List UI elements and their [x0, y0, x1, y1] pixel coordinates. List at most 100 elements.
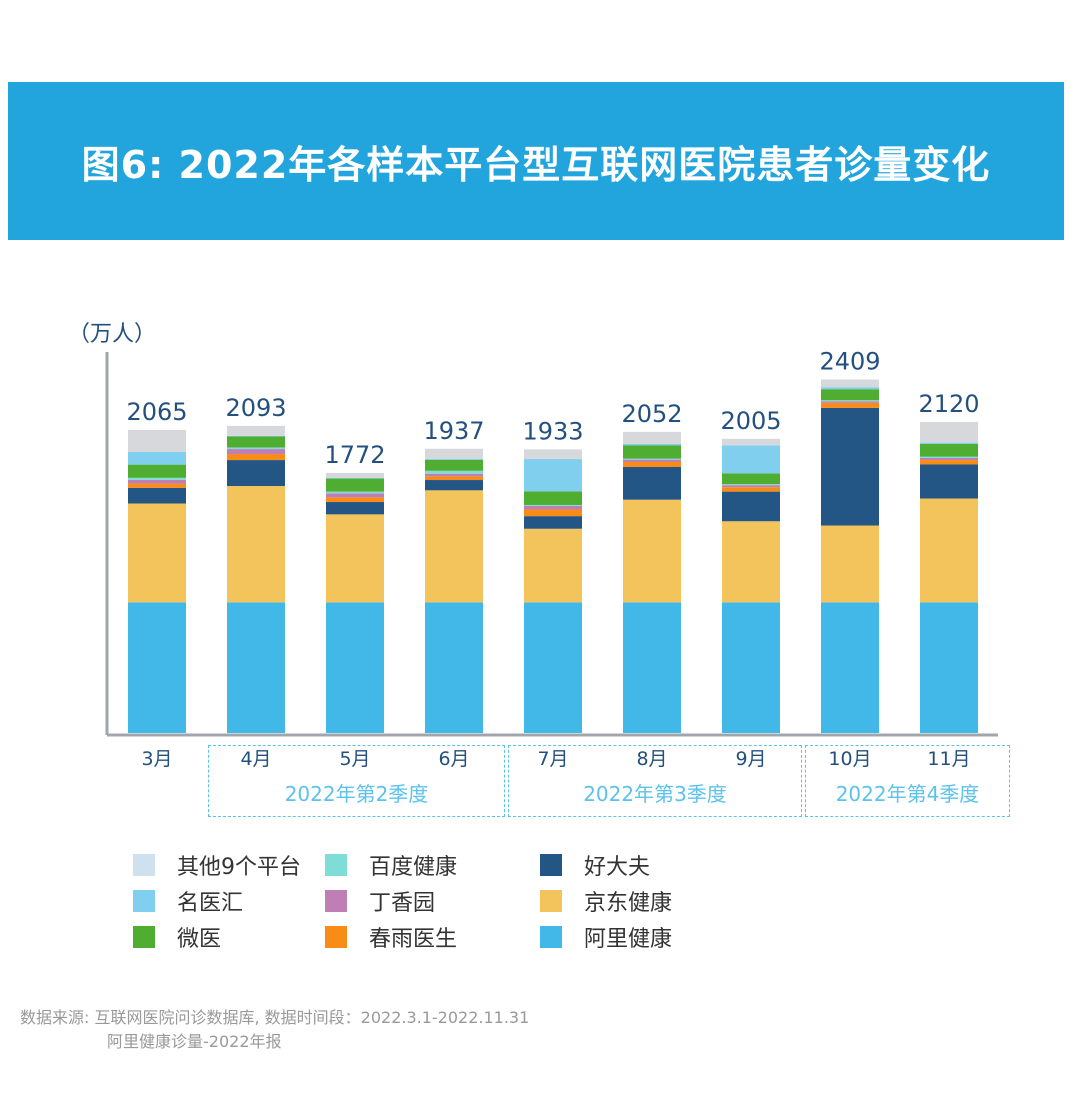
bar-segment-丁香园-10月 — [821, 401, 879, 403]
x-tick-label-10月: 10月 — [828, 748, 871, 770]
bar-segment-丁香园-11月 — [920, 458, 978, 461]
total-label-10月: 2409 — [819, 348, 880, 376]
bar-segment-其他9个平台-11月 — [920, 421, 978, 443]
legend-item: 丁香园 — [325, 885, 435, 917]
bar-segment-百度健康-9月 — [722, 484, 780, 486]
bar-segment-名医汇-4月 — [227, 435, 285, 437]
legend-item: 百度健康 — [325, 849, 457, 881]
bar-segment-其他9个平台-6月 — [425, 448, 483, 459]
bar-segment-阿里健康-4月 — [227, 602, 285, 733]
bar-segment-阿里健康-8月 — [623, 602, 681, 733]
legend-item: 春雨医生 — [325, 921, 457, 953]
bar-segment-春雨医生-8月 — [623, 461, 681, 467]
legend-label: 好大夫 — [584, 855, 651, 880]
bar-segment-其他9个平台-10月 — [821, 379, 879, 388]
bar-segment-好大夫-7月 — [524, 516, 582, 529]
bar-segment-其他9个平台-3月 — [128, 429, 186, 453]
x-tick-label-4月: 4月 — [240, 748, 271, 770]
legend-item: 其他9个平台 — [133, 849, 301, 881]
bar-segment-好大夫-10月 — [821, 407, 879, 526]
bar-segment-京东健康-7月 — [524, 528, 582, 603]
bar-segment-阿里健康-10月 — [821, 602, 879, 733]
bar-segment-百度健康-5月 — [326, 491, 384, 494]
legend-swatch — [540, 926, 562, 948]
legend-label: 京东健康 — [584, 891, 673, 916]
legend-label: 名医汇 — [177, 891, 244, 916]
bar-segment-好大夫-3月 — [128, 487, 186, 504]
bar-segment-丁香园-9月 — [722, 485, 780, 488]
total-label-5月: 1772 — [324, 441, 385, 469]
legend-swatch — [133, 926, 155, 948]
total-label-8月: 2052 — [621, 400, 682, 428]
legend-swatch — [540, 890, 562, 912]
total-label-7月: 1933 — [522, 417, 583, 445]
bar-segment-春雨医生-6月 — [425, 476, 483, 481]
bar-segment-百度健康-8月 — [623, 458, 681, 460]
bar-segment-阿里健康-5月 — [326, 602, 384, 733]
x-tick-label-3月: 3月 — [141, 748, 172, 770]
bar-segment-阿里健康-6月 — [425, 602, 483, 733]
bar-segment-百度健康-4月 — [227, 447, 285, 450]
bar-segment-名医汇-3月 — [128, 452, 186, 465]
bar-segment-好大夫-6月 — [425, 480, 483, 491]
legend-item: 好大夫 — [540, 849, 650, 881]
title-banner: 图6: 2022年各样本平台型互联网医院患者诊量变化 — [8, 82, 1064, 240]
bar-segment-春雨医生-3月 — [128, 483, 186, 488]
bar-segment-名医汇-7月 — [524, 459, 582, 492]
x-tick-label-7月: 7月 — [537, 748, 568, 770]
bar-segment-微医-5月 — [326, 478, 384, 492]
bar-segment-名医汇-10月 — [821, 387, 879, 390]
bar-segment-阿里健康-11月 — [920, 602, 978, 733]
bar-segment-京东健康-10月 — [821, 525, 879, 603]
bar-segment-其他9个平台-9月 — [722, 438, 780, 446]
quarter-4-box — [805, 745, 1010, 817]
bar-segment-阿里健康-7月 — [524, 602, 582, 733]
bar-segment-丁香园-8月 — [623, 459, 681, 462]
bar-segment-其他9个平台-5月 — [326, 472, 384, 478]
legend-swatch — [325, 926, 347, 948]
bar-segment-百度健康-7月 — [524, 504, 582, 507]
legend-swatch — [325, 890, 347, 912]
source-line-1: 数据来源: 互联网医院问诊数据库, 数据时间段：2022.3.1-2022.11… — [20, 1008, 530, 1027]
bar-segment-名医汇-8月 — [623, 443, 681, 446]
x-tick-label-5月: 5月 — [339, 748, 370, 770]
legend-item: 名医汇 — [133, 885, 243, 917]
source-line-2: 阿里健康诊量-2022年报 — [107, 1032, 282, 1051]
bar-segment-好大夫-9月 — [722, 491, 780, 522]
bar-segment-百度健康-10月 — [821, 400, 879, 402]
bar-segment-微医-10月 — [821, 389, 879, 401]
bar-segment-京东健康-4月 — [227, 486, 285, 603]
y-axis-unit-label: （万人） — [68, 322, 157, 347]
bar-segment-微医-6月 — [425, 459, 483, 471]
total-label-4月: 2093 — [225, 394, 286, 422]
bar-segment-微医-9月 — [722, 473, 780, 485]
bar-segment-春雨医生-9月 — [722, 487, 780, 492]
bar-segment-阿里健康-9月 — [722, 602, 780, 733]
legend-item: 微医 — [133, 921, 221, 953]
bar-segment-名医汇-9月 — [722, 445, 780, 474]
bar-segment-百度健康-3月 — [128, 477, 186, 480]
bar-segment-百度健康-6月 — [425, 470, 483, 474]
bar-segment-京东健康-6月 — [425, 490, 483, 603]
bar-segment-京东健康-8月 — [623, 499, 681, 603]
legend-label: 丁香园 — [369, 891, 436, 916]
quarter-2-box — [208, 745, 505, 817]
bar-segment-名医汇-5月 — [326, 477, 384, 479]
bar-segment-丁香园-4月 — [227, 449, 285, 455]
legend-label: 百度健康 — [369, 855, 458, 880]
legend-swatch — [133, 854, 155, 876]
bar-segment-京东健康-11月 — [920, 498, 978, 603]
bar-segment-其他9个平台-7月 — [524, 449, 582, 460]
quarter-3-label: 2022年第3季度 — [583, 782, 727, 806]
bar-segment-阿里健康-3月 — [128, 602, 186, 733]
legend-item: 京东健康 — [540, 885, 672, 917]
legend-swatch — [133, 890, 155, 912]
bar-segment-春雨医生-4月 — [227, 454, 285, 461]
bar-segment-京东健康-9月 — [722, 521, 780, 603]
bar-segment-春雨医生-10月 — [821, 402, 879, 408]
bar-segment-丁香园-3月 — [128, 479, 186, 484]
legend-label: 阿里健康 — [584, 927, 673, 952]
legend-label: 春雨医生 — [369, 927, 458, 952]
chart-title: 图6: 2022年各样本平台型互联网医院患者诊量变化 — [81, 142, 991, 187]
